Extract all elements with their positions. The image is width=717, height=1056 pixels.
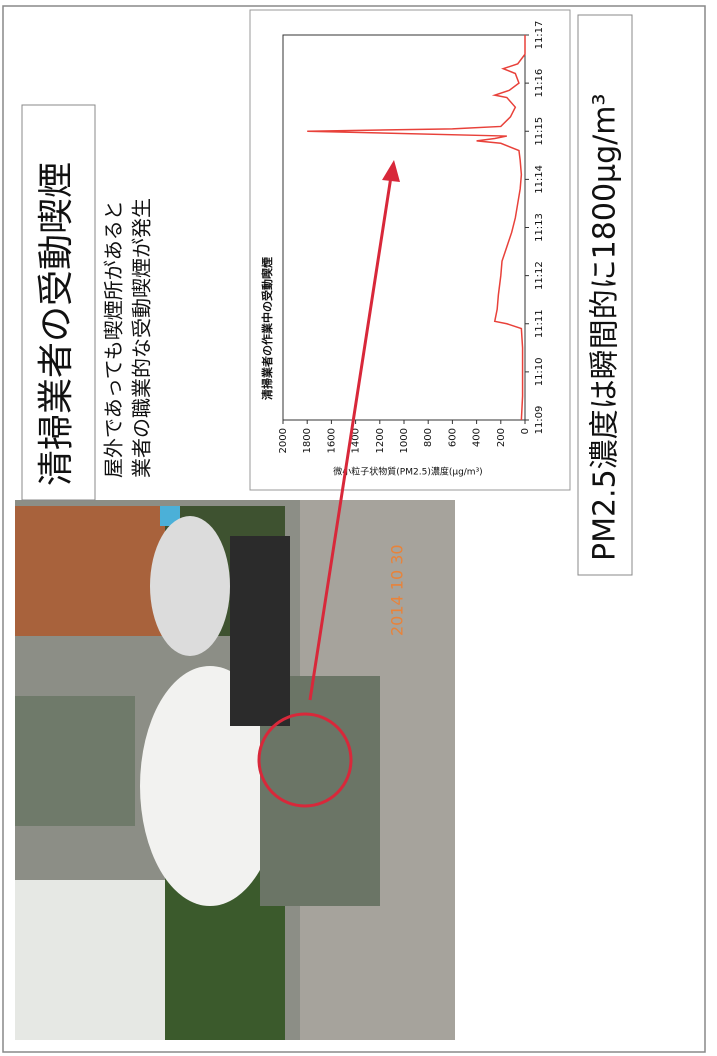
x-tick-label: 11:13 bbox=[534, 213, 545, 242]
y-tick-label: 1400 bbox=[351, 428, 362, 453]
y-tick-label: 400 bbox=[472, 428, 483, 447]
chart-title: 清掃業者の作業中の受動喫煙 bbox=[260, 257, 274, 400]
y-tick-label: 800 bbox=[423, 428, 434, 447]
x-tick-label: 11:09 bbox=[534, 406, 545, 435]
y-tick-label: 1200 bbox=[375, 428, 386, 453]
y-axis-label: 微小粒子状物質(PM2.5)濃度(μg/m³) bbox=[333, 466, 482, 478]
y-tick-label: 1000 bbox=[399, 428, 410, 453]
x-tick-label: 11:12 bbox=[534, 261, 545, 290]
conclusion: PM2.5濃度は瞬間的に1800μg/m³ bbox=[588, 93, 623, 561]
x-tick-label: 11:15 bbox=[534, 117, 545, 146]
arrow bbox=[308, 169, 394, 701]
title: 清掃業者の受動喫煙 bbox=[36, 162, 77, 486]
y-tick-label: 600 bbox=[447, 428, 458, 447]
line bbox=[307, 35, 526, 421]
chart-frame bbox=[249, 9, 571, 491]
chart: 清掃業者の作業中の受動喫煙 微小粒子状物質(PM2.5)濃度(μg/m³) 0 2… bbox=[260, 21, 545, 478]
photo-date: 2014 10 30 bbox=[388, 544, 407, 636]
y-tick-label: 200 bbox=[496, 428, 507, 447]
slide-border bbox=[2, 5, 706, 1053]
y-tick-label: 0 bbox=[520, 428, 531, 434]
photo: 2014 10 30 bbox=[15, 500, 455, 1040]
x-tick-label: 11:10 bbox=[534, 357, 545, 386]
subtitle-line: 屋外であっても喫煙所があると bbox=[102, 200, 126, 478]
x-tick-label: 11:17 bbox=[534, 21, 545, 50]
title-box bbox=[21, 104, 96, 501]
x-tick-label: 11:14 bbox=[534, 165, 545, 194]
arrow-head bbox=[382, 160, 400, 182]
y-tick-label: 2000 bbox=[278, 428, 289, 453]
x-tick-label: 11:11 bbox=[534, 309, 545, 338]
y-tick-label: 1800 bbox=[302, 428, 313, 453]
conclusion-box bbox=[577, 14, 633, 576]
y-tick-label: 1600 bbox=[326, 428, 337, 453]
x-tick-label: 11:16 bbox=[534, 69, 545, 98]
subtitle-line: 業者の職業的な受動喫煙が発生 bbox=[130, 198, 154, 478]
